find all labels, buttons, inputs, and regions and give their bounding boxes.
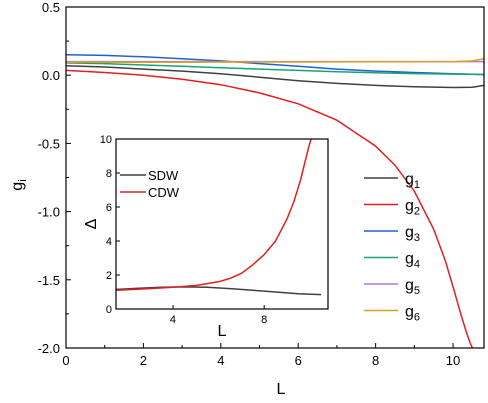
- inset-legend-label-cdw: CDW: [148, 185, 180, 200]
- inset-y-tick-label: 8: [106, 168, 112, 180]
- x-tick-label: 6: [295, 353, 302, 368]
- legend-label-g5: g5: [405, 277, 420, 297]
- x-tick-label: 0: [62, 353, 69, 368]
- y-tick-label: -0.5: [38, 136, 60, 151]
- x-tick-label: 8: [372, 353, 379, 368]
- y-tick-label: -1.0: [38, 205, 60, 220]
- inset-series-group: [116, 139, 322, 296]
- inset-frame: [115, 138, 329, 310]
- legend-label-g6: g6: [405, 304, 420, 324]
- y-tick-label: 0.5: [42, 0, 60, 15]
- x-tick-label: 2: [140, 353, 147, 368]
- series-line-g3: [66, 53, 484, 76]
- inset-y-tick-label: 6: [106, 202, 112, 214]
- legend-label-g2: g2: [405, 198, 420, 218]
- inset-x-axis-title: L: [218, 323, 227, 340]
- y-tick-label: -1.5: [38, 273, 60, 288]
- series-line-g6: [66, 58, 484, 63]
- inset-series-sdw: [116, 286, 322, 296]
- inset-series-cdw: [116, 139, 312, 292]
- legend-label-g3: g3: [405, 224, 420, 244]
- inset-y-tick-label: 0: [106, 304, 112, 316]
- x-axis-title: L: [277, 381, 286, 398]
- inset-y-tick-label: 10: [100, 134, 112, 146]
- inset-legend-label-sdw: SDW: [148, 168, 179, 183]
- x-tick-label: 10: [446, 353, 460, 368]
- series-line-g1: [66, 64, 484, 89]
- series-line-g4: [66, 62, 484, 76]
- y-tick-label: 0.0: [42, 68, 60, 83]
- inset-y-tick-label: 4: [106, 236, 112, 248]
- series-line-g2: [66, 69, 474, 348]
- inset-y-tick-label: 2: [106, 270, 112, 282]
- y-axis-title-subscript: i: [17, 179, 29, 181]
- main-series-group: [66, 53, 484, 348]
- legend-label-g4: g4: [405, 251, 420, 271]
- inset-background: [116, 139, 328, 309]
- y-tick-label: -2.0: [38, 341, 60, 356]
- x-tick-label: 4: [217, 353, 224, 368]
- y-axis-title: gi: [9, 179, 29, 190]
- inset-x-tick-label: 4: [170, 314, 176, 326]
- inset-plot: 4 8 0 2 4 6 8 10 L Δ SDW CDW: [83, 134, 329, 340]
- inset-y-axis-title: Δ: [83, 218, 100, 229]
- inset-x-tick-label: 8: [261, 314, 267, 326]
- inset-legend: SDW CDW: [120, 168, 180, 200]
